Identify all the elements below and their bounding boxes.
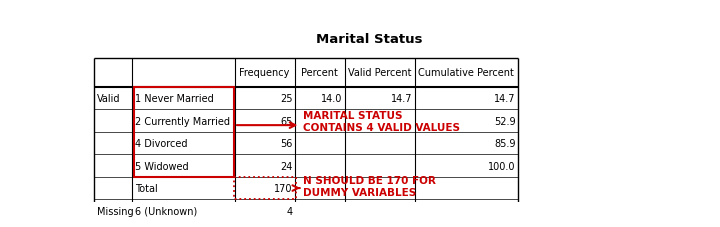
Text: 56: 56: [280, 138, 292, 148]
Text: Valid: Valid: [97, 94, 121, 104]
Text: 85.9: 85.9: [494, 138, 516, 148]
Text: Missing: Missing: [97, 206, 134, 216]
Text: N SHOULD BE 170 FOR
DUMMY VARIABLES: N SHOULD BE 170 FOR DUMMY VARIABLES: [303, 175, 436, 198]
Text: Cumulative Percent: Cumulative Percent: [418, 68, 514, 78]
Text: 170: 170: [274, 183, 292, 193]
Text: 14.7: 14.7: [494, 94, 516, 104]
Text: 5 Widowed: 5 Widowed: [135, 161, 189, 171]
Text: MARITAL STATUS
CONTAINS 4 VALID VALUES: MARITAL STATUS CONTAINS 4 VALID VALUES: [303, 110, 460, 132]
Text: Marital Status: Marital Status: [316, 32, 422, 45]
Text: 14.7: 14.7: [391, 94, 413, 104]
Text: 2 Currently Married: 2 Currently Married: [135, 116, 230, 126]
Text: 4 Divorced: 4 Divorced: [135, 138, 188, 148]
Text: Percent: Percent: [302, 68, 338, 78]
Text: 24: 24: [280, 161, 292, 171]
Text: 52.9: 52.9: [494, 116, 516, 126]
Text: Frequency: Frequency: [240, 68, 290, 78]
Text: 6 (Unknown): 6 (Unknown): [135, 206, 197, 216]
Text: 4: 4: [287, 206, 292, 216]
Text: Total: Total: [135, 183, 158, 193]
Text: 14.0: 14.0: [321, 94, 343, 104]
Text: 65: 65: [280, 116, 292, 126]
Text: 1 Never Married: 1 Never Married: [135, 94, 214, 104]
Text: Valid Percent: Valid Percent: [348, 68, 412, 78]
Text: 100.0: 100.0: [488, 161, 516, 171]
Text: 25: 25: [280, 94, 292, 104]
